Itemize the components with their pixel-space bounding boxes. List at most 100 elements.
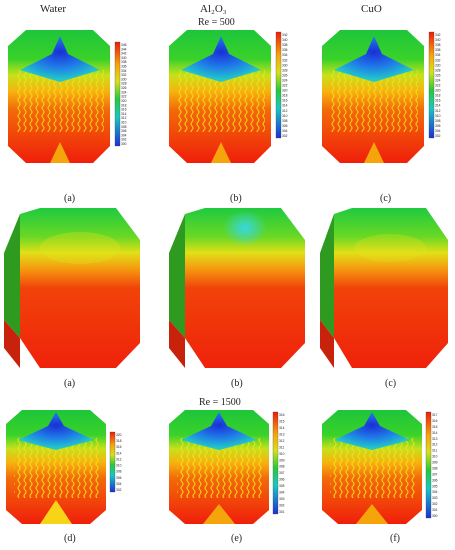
scale-tick-label: 310 <box>121 120 127 124</box>
scale-tick-label: 302 <box>116 488 122 492</box>
caption-row3-d: (d) <box>64 533 76 544</box>
scale-tick-label: 311 <box>279 445 284 449</box>
scale-tick-label: 306 <box>121 129 127 133</box>
scale-tick-label: 336 <box>435 48 441 52</box>
scale-tick-label: 310 <box>282 114 288 118</box>
scale-tick-label: 332 <box>435 58 441 62</box>
caption-row1-a: (a) <box>64 193 76 204</box>
scale-tick-label: 308 <box>432 466 438 470</box>
block-view-a <box>4 208 140 368</box>
title-cuo: CuO <box>361 3 382 15</box>
scale-tick-label: 336 <box>121 65 127 69</box>
scale-tick-label: 312 <box>116 457 122 461</box>
scale-tick-label: 338 <box>435 43 441 47</box>
scale-tick-label: 326 <box>121 86 127 90</box>
color-scale-c: 3423403383363343323303283263243223203183… <box>428 31 441 139</box>
color-scale-a: 3463443423403383363343323303283263243223… <box>114 41 127 147</box>
scale-tick-label: 342 <box>435 33 441 37</box>
scale-tick-label: 316 <box>279 413 285 417</box>
scale-tick-label: 314 <box>121 112 127 116</box>
scale-tick-label: 312 <box>279 439 285 443</box>
scale-tick-label: 312 <box>282 109 288 113</box>
scale-tick-label: 346 <box>121 43 127 47</box>
scale-tick-label: 318 <box>435 94 441 98</box>
caption-row2-c: (c) <box>385 378 397 389</box>
scale-tick-label: 334 <box>282 53 288 57</box>
scale-tick-label: 303 <box>432 496 438 500</box>
scale-tick-label: 332 <box>121 73 127 77</box>
scale-tick-label: 330 <box>121 77 127 81</box>
caption-row1-b: (b) <box>230 193 242 204</box>
scale-tick-label: 336 <box>282 48 288 52</box>
scale-tick-label: 338 <box>121 60 127 64</box>
scale-tick-label: 320 <box>121 99 127 103</box>
scale-tick-label: 302 <box>432 502 438 506</box>
caption-row2-b: (b) <box>231 378 243 389</box>
scale-tick-label: 308 <box>116 470 122 474</box>
scale-tick-label: 308 <box>282 119 288 123</box>
scale-tick-label: 314 <box>116 451 122 455</box>
scale-tick-label: 344 <box>121 47 127 51</box>
scale-tick-label: 308 <box>279 465 285 469</box>
scale-tick-label: 322 <box>282 84 288 88</box>
scale-tick-label: 302 <box>121 138 127 142</box>
contour-panel-b-re500: 3423403383363343323303283263243223203183… <box>169 30 288 163</box>
title-water: Water <box>40 3 66 15</box>
caption-row1-c: (c) <box>380 193 392 204</box>
color-scale-b: 3423403383363343323303283263243223203183… <box>275 31 288 139</box>
scale-tick-label: 308 <box>435 119 441 123</box>
scale-tick-label: 309 <box>432 461 438 465</box>
caption-row3-e: (e) <box>231 533 243 544</box>
scale-tick-label: 316 <box>432 419 438 423</box>
color-scale-e: 316 315 314 313 312 311 310 309 308 307 306 305 304 3… <box>272 411 285 515</box>
scale-tick-label: 316 <box>282 99 288 103</box>
contour-panel-e-re1500: 316 315 314 313 312 311 310 309 308 307 306 305 304 3… <box>169 410 285 524</box>
scale-tick-label: 322 <box>121 95 127 99</box>
scale-tick-label: 300 <box>432 514 438 518</box>
scale-tick-label: 320 <box>282 89 288 93</box>
color-scale-d: 320 318 316 314 312 310 308 306 304 302 <box>109 431 122 493</box>
contour-panel-c-re500: 3423403383363343323303283263243223203183… <box>322 30 441 163</box>
scale-tick-label: 332 <box>282 58 288 62</box>
re-label-500: Re = 500 <box>198 17 235 28</box>
scale-tick-label: 311 <box>432 449 437 453</box>
scale-tick-label: 312 <box>121 116 127 120</box>
scale-tick-label: 301 <box>432 508 438 512</box>
scale-tick-label: 342 <box>121 52 127 56</box>
scale-tick-label: 320 <box>116 433 122 437</box>
scale-tick-label: 342 <box>282 33 288 37</box>
scale-tick-label: 306 <box>116 476 122 480</box>
scale-tick-label: 310 <box>435 114 441 118</box>
scale-tick-label: 303 <box>279 497 285 501</box>
scale-tick-label: 318 <box>116 439 122 443</box>
scale-tick-label: 324 <box>435 78 441 82</box>
scale-tick-label: 305 <box>279 484 285 488</box>
scale-tick-label: 309 <box>279 458 285 462</box>
scale-tick-label: 316 <box>116 445 122 449</box>
scale-tick-label: 313 <box>432 437 438 441</box>
block-view-b <box>169 208 305 368</box>
scale-tick-label: 322 <box>435 84 441 88</box>
scale-tick-label: 330 <box>435 63 441 67</box>
scale-tick-label: 308 <box>121 125 127 129</box>
scale-tick-label: 313 <box>279 432 285 436</box>
scale-tick-label: 304 <box>116 482 122 486</box>
scale-tick-label: 304 <box>432 490 438 494</box>
scale-tick-label: 310 <box>116 464 122 468</box>
scale-tick-label: 302 <box>282 134 288 138</box>
scale-tick-label: 312 <box>432 443 438 447</box>
scale-tick-label: 328 <box>282 68 288 72</box>
scale-tick-label: 340 <box>282 38 288 42</box>
scale-tick-label: 302 <box>279 504 285 508</box>
scale-tick-label: 328 <box>435 68 441 72</box>
scale-tick-label: 304 <box>121 133 127 137</box>
scale-tick-label: 315 <box>432 425 438 429</box>
scale-tick-label: 302 <box>435 134 441 138</box>
scale-tick-label: 318 <box>282 94 288 98</box>
scale-tick-label: 310 <box>432 455 438 459</box>
scale-tick-label: 340 <box>121 56 127 60</box>
scale-tick-label: 314 <box>435 104 441 108</box>
scale-tick-label: 307 <box>279 471 285 475</box>
